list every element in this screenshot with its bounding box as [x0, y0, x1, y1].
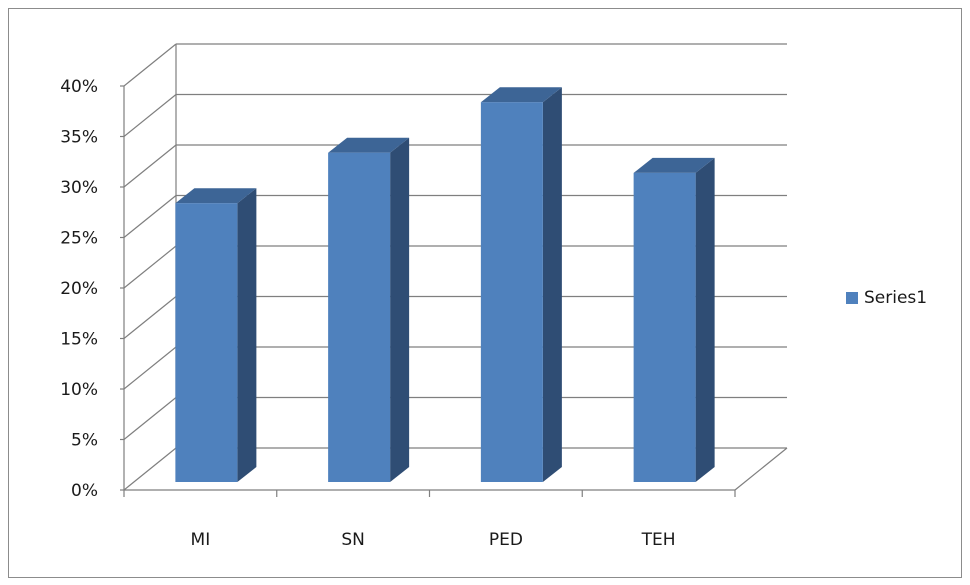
bar-top-face: [480, 87, 562, 103]
floor-right-edge: [734, 447, 788, 491]
x-tick-label: SN: [341, 530, 365, 550]
bar-top-face: [175, 188, 257, 204]
side-wall-gridline: [123, 43, 177, 87]
bar-front-face: [328, 152, 391, 482]
y-tick-label: 15%: [60, 330, 98, 350]
side-wall-gridline: [123, 296, 177, 339]
y-tick-label: 40%: [60, 77, 98, 97]
y-tick-label: 10%: [60, 380, 98, 400]
x-tick-label: PED: [489, 530, 523, 550]
y-tick-label: 35%: [60, 128, 98, 148]
side-wall-gridline: [123, 195, 177, 238]
bar-front-face: [175, 203, 238, 482]
x-tick-label: MI: [191, 530, 211, 550]
side-wall-gridline: [123, 94, 177, 137]
y-tick-label: 5%: [71, 431, 98, 451]
bars: [175, 87, 715, 482]
bar-side-face: [237, 188, 257, 482]
bar-side-face: [390, 137, 410, 482]
bar-top-face: [328, 137, 410, 153]
bar-teh: [633, 157, 715, 482]
side-wall-gridline: [123, 346, 177, 390]
side-wall-gridline: [123, 397, 177, 440]
bar-mi: [175, 188, 257, 482]
y-tick-label: 20%: [60, 279, 98, 299]
bar-front-face: [480, 102, 543, 482]
x-tick-label: TEH: [641, 530, 676, 550]
bar-top-face: [633, 157, 715, 173]
side-wall-gridline: [123, 447, 177, 491]
side-wall-gridline: [123, 245, 177, 289]
bar-side-face: [695, 157, 715, 482]
legend: Series1: [846, 288, 927, 308]
legend-series-name: Series1: [864, 288, 928, 308]
y-tick-label: 25%: [60, 229, 98, 249]
legend-swatch: [846, 292, 858, 304]
y-tick-label: 30%: [60, 178, 98, 198]
bar-front-face: [633, 172, 696, 482]
labels: 0% 5% 10% 15% 20% 25% 30% 35% 40% MI SN PED TEH: [60, 77, 675, 550]
bar-side-face: [542, 87, 562, 482]
y-tick-label: 0%: [71, 481, 98, 501]
side-wall-gridline: [123, 144, 177, 188]
bar-sn: [328, 137, 410, 482]
bar-ped: [480, 87, 562, 482]
